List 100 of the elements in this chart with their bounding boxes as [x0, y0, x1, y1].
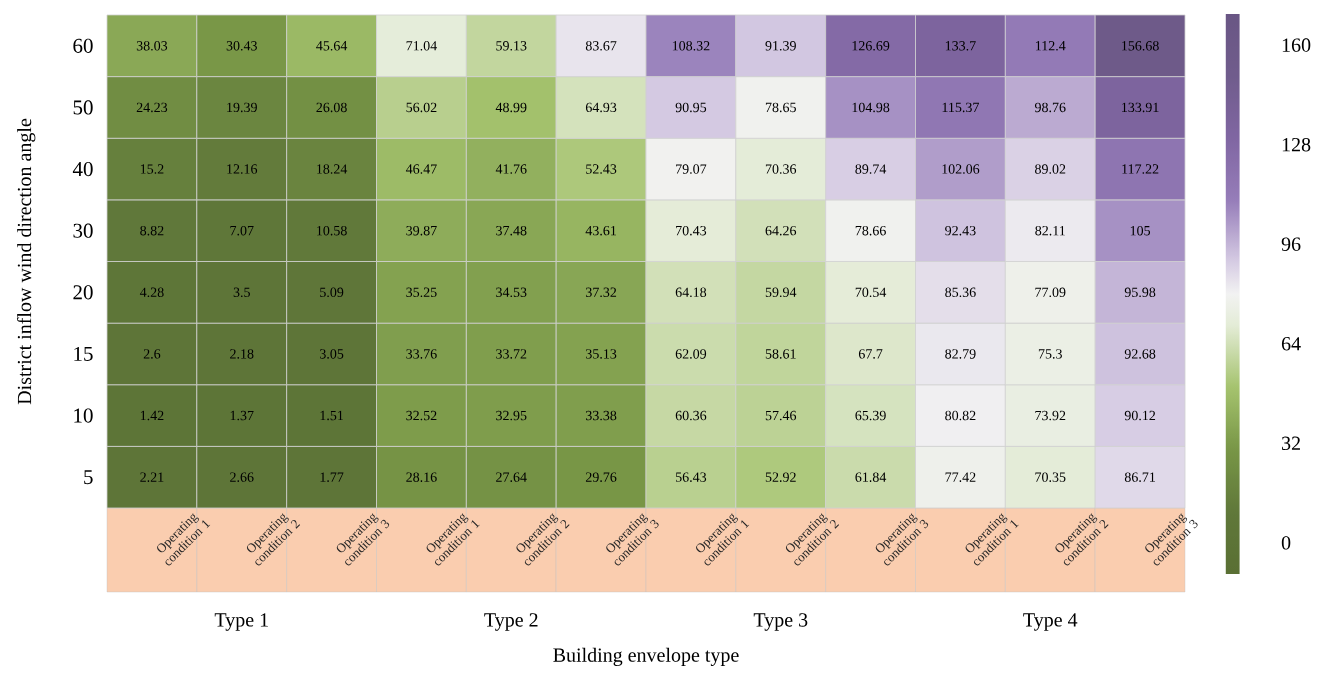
data-label: 73.92	[1035, 410, 1066, 421]
data-label: 105	[1130, 225, 1151, 236]
data-label: 64.18	[675, 287, 707, 298]
data-label: 29.76	[585, 472, 617, 482]
y-tick-label: 5	[84, 470, 93, 485]
y-tick-label: 10	[74, 408, 93, 423]
y-tick-label: 50	[73, 100, 93, 115]
color-bar-label: 160	[1282, 38, 1311, 52]
data-label: 15.2	[140, 164, 164, 174]
data-label: 2.6	[143, 349, 161, 359]
data-label: 80.82	[945, 410, 976, 421]
color-bar-label: 0	[1281, 536, 1291, 550]
data-label: 126.69	[852, 41, 890, 51]
color-bar-label: 32	[1282, 436, 1300, 451]
data-label: 89.74	[855, 164, 887, 174]
data-label: 1.37	[230, 410, 254, 421]
data-label: 65.39	[855, 410, 886, 421]
data-label: 39.87	[406, 225, 437, 236]
data-label: 78.65	[765, 102, 796, 113]
text: Type 1	[214, 613, 268, 631]
data-label: 48.99	[495, 102, 527, 113]
data-label: 70.54	[855, 287, 887, 298]
data-label: 70.43	[676, 225, 707, 236]
y-tick-label: 30	[73, 223, 93, 238]
color-bar-label: 96	[1281, 237, 1301, 251]
data-label: 82.79	[945, 349, 976, 359]
data-label: 77.09	[1035, 287, 1066, 298]
data-label: 4.28	[139, 287, 164, 298]
data-label: 82.11	[1035, 225, 1065, 236]
data-label: 67.7	[858, 349, 883, 359]
y-tick-label: 20	[73, 285, 93, 300]
data-label: 83.67	[585, 41, 617, 51]
data-label: 12.16	[227, 164, 258, 174]
data-label: 7.07	[230, 225, 254, 236]
data-label: 115.37	[942, 102, 980, 113]
data-label: 98.76	[1034, 102, 1066, 113]
data-label: 56.02	[406, 102, 437, 113]
color-bar-label: 64	[1281, 337, 1301, 351]
data-label: 32.52	[406, 410, 437, 421]
data-label: 33.72	[496, 349, 527, 359]
data-label: 43.61	[585, 225, 616, 236]
data-label: 37.32	[586, 287, 617, 298]
data-label: 33.38	[586, 410, 617, 421]
data-label: 8.82	[140, 225, 164, 236]
data-label: 52.92	[765, 472, 796, 482]
data-label: 75.3	[1038, 349, 1062, 359]
data-label: 33.76	[406, 349, 437, 359]
data-label: 19.39	[227, 102, 257, 113]
data-label: 32.95	[496, 410, 527, 421]
data-label: 79.07	[676, 164, 707, 174]
data-label: 52.43	[586, 164, 617, 174]
data-label: 117.22	[1122, 164, 1159, 174]
data-label: 56.43	[675, 472, 707, 482]
data-label: 89.02	[1035, 164, 1066, 174]
data-label: 112.4	[1035, 41, 1066, 51]
data-label: 1.51	[320, 410, 343, 421]
data-label: 104.98	[852, 102, 890, 113]
y-axis-title: District inflow wind direction angle	[16, 118, 36, 405]
data-label: 92.43	[945, 225, 976, 236]
data-label: 133.7	[945, 41, 976, 51]
data-label: 92.68	[1124, 349, 1156, 359]
data-label: 18.24	[317, 164, 348, 174]
data-label: 60.36	[675, 410, 707, 421]
data-label: 78.66	[855, 225, 886, 236]
data-label: 3.5	[233, 287, 250, 298]
data-label: 27.64	[496, 472, 527, 482]
data-label: 90.12	[1124, 410, 1156, 421]
data-label: 58.61	[765, 349, 796, 359]
data-label: 30.43	[226, 41, 257, 51]
data-label: 38.03	[136, 41, 168, 51]
text: Type 4	[1023, 613, 1078, 631]
data-label: 46.47	[405, 164, 437, 174]
data-label: 61.84	[855, 472, 887, 482]
data-label: 5.09	[320, 287, 344, 298]
data-label: 85.36	[945, 287, 976, 298]
data-label: 91.39	[765, 41, 796, 51]
x-axis-title: Building envelope type	[553, 647, 739, 666]
color-bar-label: 128	[1282, 137, 1311, 152]
data-label: 28.16	[406, 472, 437, 482]
data-label: 64.93	[585, 102, 617, 113]
data-label: 59.94	[765, 287, 797, 298]
data-label: 108.32	[672, 41, 710, 51]
y-tick-label: 40	[72, 161, 93, 177]
data-label: 62.09	[675, 349, 707, 359]
data-label: 35.25	[406, 287, 437, 298]
y-tick-label: 15	[74, 346, 93, 361]
data-label: 45.64	[316, 41, 348, 51]
data-label: 2.21	[140, 472, 164, 482]
data-label: 1.77	[320, 472, 344, 482]
data-label: 1.42	[140, 410, 164, 421]
data-label: 64.26	[765, 225, 797, 236]
data-label: 102.06	[942, 164, 980, 174]
data-label: 70.36	[765, 164, 797, 174]
data-label: 35.13	[586, 349, 617, 359]
text: Type 3	[753, 613, 808, 631]
data-label: 37.48	[496, 225, 527, 236]
data-label: 71.04	[406, 41, 437, 51]
data-label: 77.42	[945, 472, 976, 482]
data-label: 24.23	[136, 102, 168, 113]
data-label: 26.08	[316, 102, 347, 113]
